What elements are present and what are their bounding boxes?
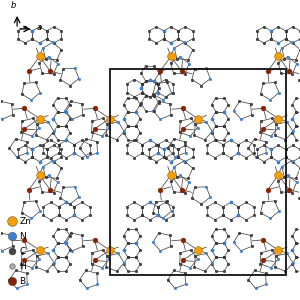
Bar	[110, 69, 286, 275]
Text: B: B	[19, 277, 25, 286]
Text: C: C	[19, 247, 26, 256]
Text: b: b	[11, 1, 16, 10]
Text: H: H	[19, 262, 26, 271]
Text: Zn: Zn	[19, 217, 31, 226]
Text: a: a	[37, 23, 42, 32]
Text: N: N	[19, 232, 26, 241]
